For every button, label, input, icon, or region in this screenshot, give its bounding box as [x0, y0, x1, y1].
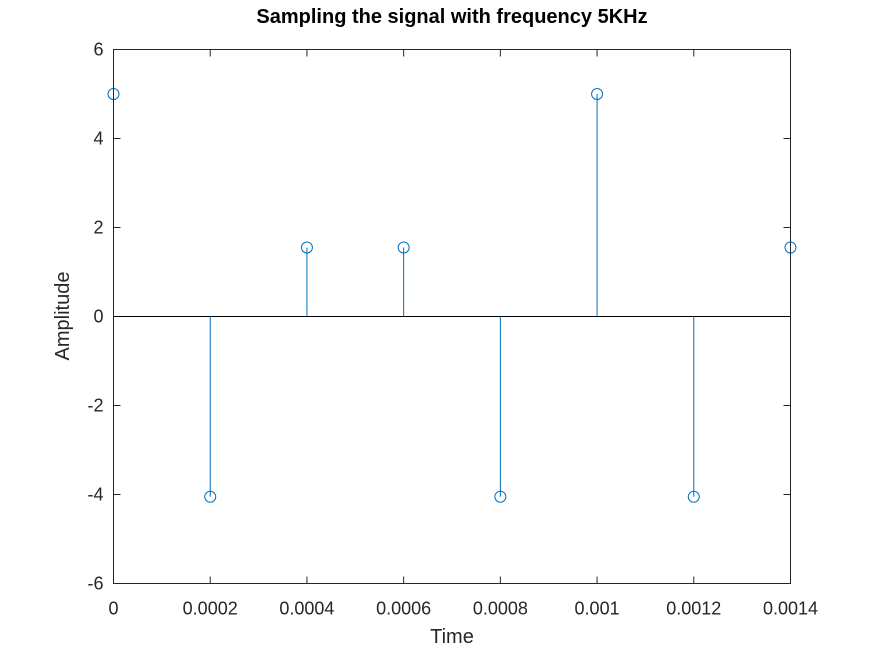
plot-frame [113, 49, 791, 584]
stem-marker [687, 490, 700, 503]
x-tick-label: 0.0008 [473, 599, 528, 619]
x-tick-label: 0.0014 [763, 599, 818, 619]
y-tick-label: 0 [93, 307, 103, 327]
y-tick-label: 6 [93, 40, 103, 60]
stem-marker [300, 241, 313, 254]
stem-marker [397, 241, 410, 254]
x-tick-label: 0.0006 [376, 599, 431, 619]
y-tick-label: -2 [87, 396, 103, 416]
x-tick-label: 0.0004 [279, 599, 334, 619]
x-axis-label: Time [430, 626, 474, 648]
x-tick-label: 0.001 [575, 599, 620, 619]
x-tick-label: 0.0012 [666, 599, 721, 619]
stem-marker [204, 490, 217, 503]
stem-marker [494, 490, 507, 503]
y-tick-label: -4 [87, 485, 103, 505]
x-tick-label: 0 [108, 599, 118, 619]
stem-marker [591, 88, 604, 100]
x-tick-label: 0.0002 [183, 599, 238, 619]
y-axis-label: Amplitude [52, 272, 74, 361]
y-tick-label: 2 [93, 218, 103, 238]
y-tick-label: -6 [87, 574, 103, 594]
y-tick-label: 4 [93, 129, 103, 149]
tick-labels-layer: 0 0.0002 0.0004 0.0006 0.0008 0.001 0.0012 0.00… [87, 40, 818, 619]
chart-title: Sampling the signal with frequency 5KHz [256, 6, 647, 28]
